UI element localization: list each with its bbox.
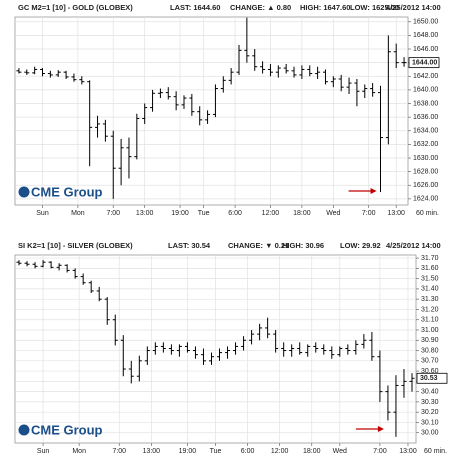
interval-label: 60 min. [416, 210, 439, 217]
x-tick-label: 13:00 [387, 210, 405, 217]
y-tick-label: 1624.00 [413, 196, 438, 203]
y-tick-label: 31.60 [421, 265, 439, 272]
y-tick-label: 31.20 [421, 306, 439, 313]
x-tick-label: 7:00 [362, 210, 376, 217]
header-low-label: LOW: 29.92 [340, 241, 381, 250]
y-tick-label: 30.00 [421, 430, 439, 437]
x-tick-label: Wed [333, 448, 347, 455]
y-tick-label: 30.10 [421, 419, 439, 426]
y-tick-label: 1628.00 [413, 168, 438, 175]
annotation-arrowhead [377, 426, 384, 432]
header-high-label: HIGH: 30.96 [282, 241, 324, 250]
header-date: 4/25/2012 14:00 [386, 3, 441, 12]
x-tick-label: 6:00 [241, 448, 255, 455]
logo-globe [18, 186, 30, 198]
watermark: CME Group [31, 422, 103, 437]
x-tick-label: 12:00 [262, 210, 280, 217]
y-tick-label: 31.10 [421, 317, 439, 324]
interval-label: 60 min. [424, 448, 447, 455]
x-tick-label: 13:00 [136, 210, 154, 217]
price-box [408, 57, 440, 69]
y-tick-label: 31.00 [421, 327, 439, 334]
y-tick-label: 30.90 [421, 337, 439, 344]
x-tick-label: 7:00 [112, 448, 126, 455]
y-tick-label: 30.60 [421, 368, 439, 375]
x-tick-label: 12:00 [271, 448, 289, 455]
x-tick-label: Sun [36, 210, 49, 217]
y-tick-label: 1638.00 [413, 100, 438, 107]
header-change: CHANGE: ▲ 0.80 [230, 3, 291, 12]
y-tick-label: 1634.00 [413, 128, 438, 135]
header-low-label: LOW: 1625.00 [350, 3, 399, 12]
header-title: SI K2=1 [10] - SILVER (GLOBEX) [18, 241, 133, 250]
x-tick-label: 18:00 [293, 210, 311, 217]
watermark: CME Group [31, 184, 103, 199]
y-tick-label: 1640.00 [413, 87, 438, 94]
y-tick-label: 30.70 [421, 358, 439, 365]
y-tick-label: 1632.00 [413, 141, 438, 148]
y-tick-label: 31.50 [421, 275, 439, 282]
header-change: CHANGE: ▼ 0.21 [228, 241, 289, 250]
x-tick-label: Tue [198, 210, 210, 217]
x-tick-label: Mon [71, 210, 85, 217]
x-tick-label: 7:00 [373, 448, 387, 455]
y-tick-label: 31.40 [421, 286, 439, 293]
x-tick-label: 19:00 [171, 210, 189, 217]
header-title: GC M2=1 [10] - GOLD (GLOBEX) [18, 3, 133, 12]
x-tick-label: 18:00 [303, 448, 321, 455]
x-tick-label: Mon [72, 448, 86, 455]
x-tick-label: 7:00 [106, 210, 120, 217]
y-tick-label: 1646.00 [413, 46, 438, 53]
y-tick-label: 30.80 [421, 347, 439, 354]
header-last: LAST: 1644.60 [170, 3, 220, 12]
x-tick-label: Wed [326, 210, 340, 217]
x-tick-label: 19:00 [179, 448, 197, 455]
header-date: 4/25/2012 14:00 [386, 241, 441, 250]
x-tick-label: Tue [210, 448, 222, 455]
y-tick-label: 31.30 [421, 296, 439, 303]
y-tick-label: 1642.00 [413, 73, 438, 80]
price-box-label: 30.53 [420, 375, 438, 382]
y-tick-label: 30.40 [421, 388, 439, 395]
y-tick-label: 1650.00 [413, 19, 438, 26]
y-tick-label: 1636.00 [413, 114, 438, 121]
x-tick-label: 13:00 [399, 448, 417, 455]
x-tick-label: Sun [37, 448, 50, 455]
y-tick-label: 1648.00 [413, 32, 438, 39]
y-tick-label: 1630.00 [413, 155, 438, 162]
logo-globe [18, 424, 30, 436]
price-box-label: 1644.00 [412, 59, 437, 66]
y-tick-label: 1626.00 [413, 182, 438, 189]
x-tick-label: 6:00 [228, 210, 242, 217]
annotation-arrowhead [370, 188, 377, 194]
x-tick-label: 13:00 [143, 448, 161, 455]
price-box [416, 372, 448, 384]
y-tick-label: 30.20 [421, 409, 439, 416]
header-last: LAST: 30.54 [168, 241, 211, 250]
y-tick-label: 30.30 [421, 399, 439, 406]
plot-area [14, 16, 409, 206]
y-tick-label: 31.70 [421, 255, 439, 262]
header-high-label: HIGH: 1647.60 [300, 3, 350, 12]
